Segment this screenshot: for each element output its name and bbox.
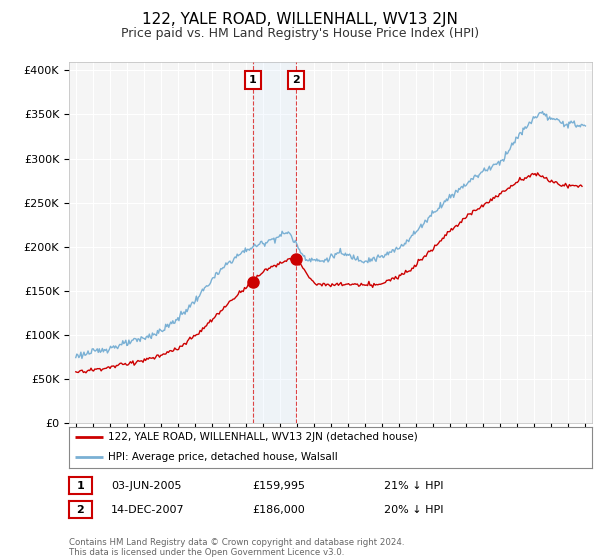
- Text: 14-DEC-2007: 14-DEC-2007: [111, 505, 185, 515]
- Text: HPI: Average price, detached house, Walsall: HPI: Average price, detached house, Wals…: [108, 452, 338, 462]
- Text: 2: 2: [292, 75, 299, 85]
- Text: Contains HM Land Registry data © Crown copyright and database right 2024.
This d: Contains HM Land Registry data © Crown c…: [69, 538, 404, 557]
- Text: Price paid vs. HM Land Registry's House Price Index (HPI): Price paid vs. HM Land Registry's House …: [121, 27, 479, 40]
- Text: 122, YALE ROAD, WILLENHALL, WV13 2JN: 122, YALE ROAD, WILLENHALL, WV13 2JN: [142, 12, 458, 27]
- Text: 20% ↓ HPI: 20% ↓ HPI: [384, 505, 443, 515]
- Text: £159,995: £159,995: [252, 480, 305, 491]
- Text: 1: 1: [77, 480, 84, 491]
- Text: 21% ↓ HPI: 21% ↓ HPI: [384, 480, 443, 491]
- Text: 2: 2: [77, 505, 84, 515]
- Bar: [253, 62, 296, 423]
- Text: £186,000: £186,000: [252, 505, 305, 515]
- Text: 03-JUN-2005: 03-JUN-2005: [111, 480, 182, 491]
- Text: 122, YALE ROAD, WILLENHALL, WV13 2JN (detached house): 122, YALE ROAD, WILLENHALL, WV13 2JN (de…: [108, 432, 418, 442]
- Text: 1: 1: [249, 75, 257, 85]
